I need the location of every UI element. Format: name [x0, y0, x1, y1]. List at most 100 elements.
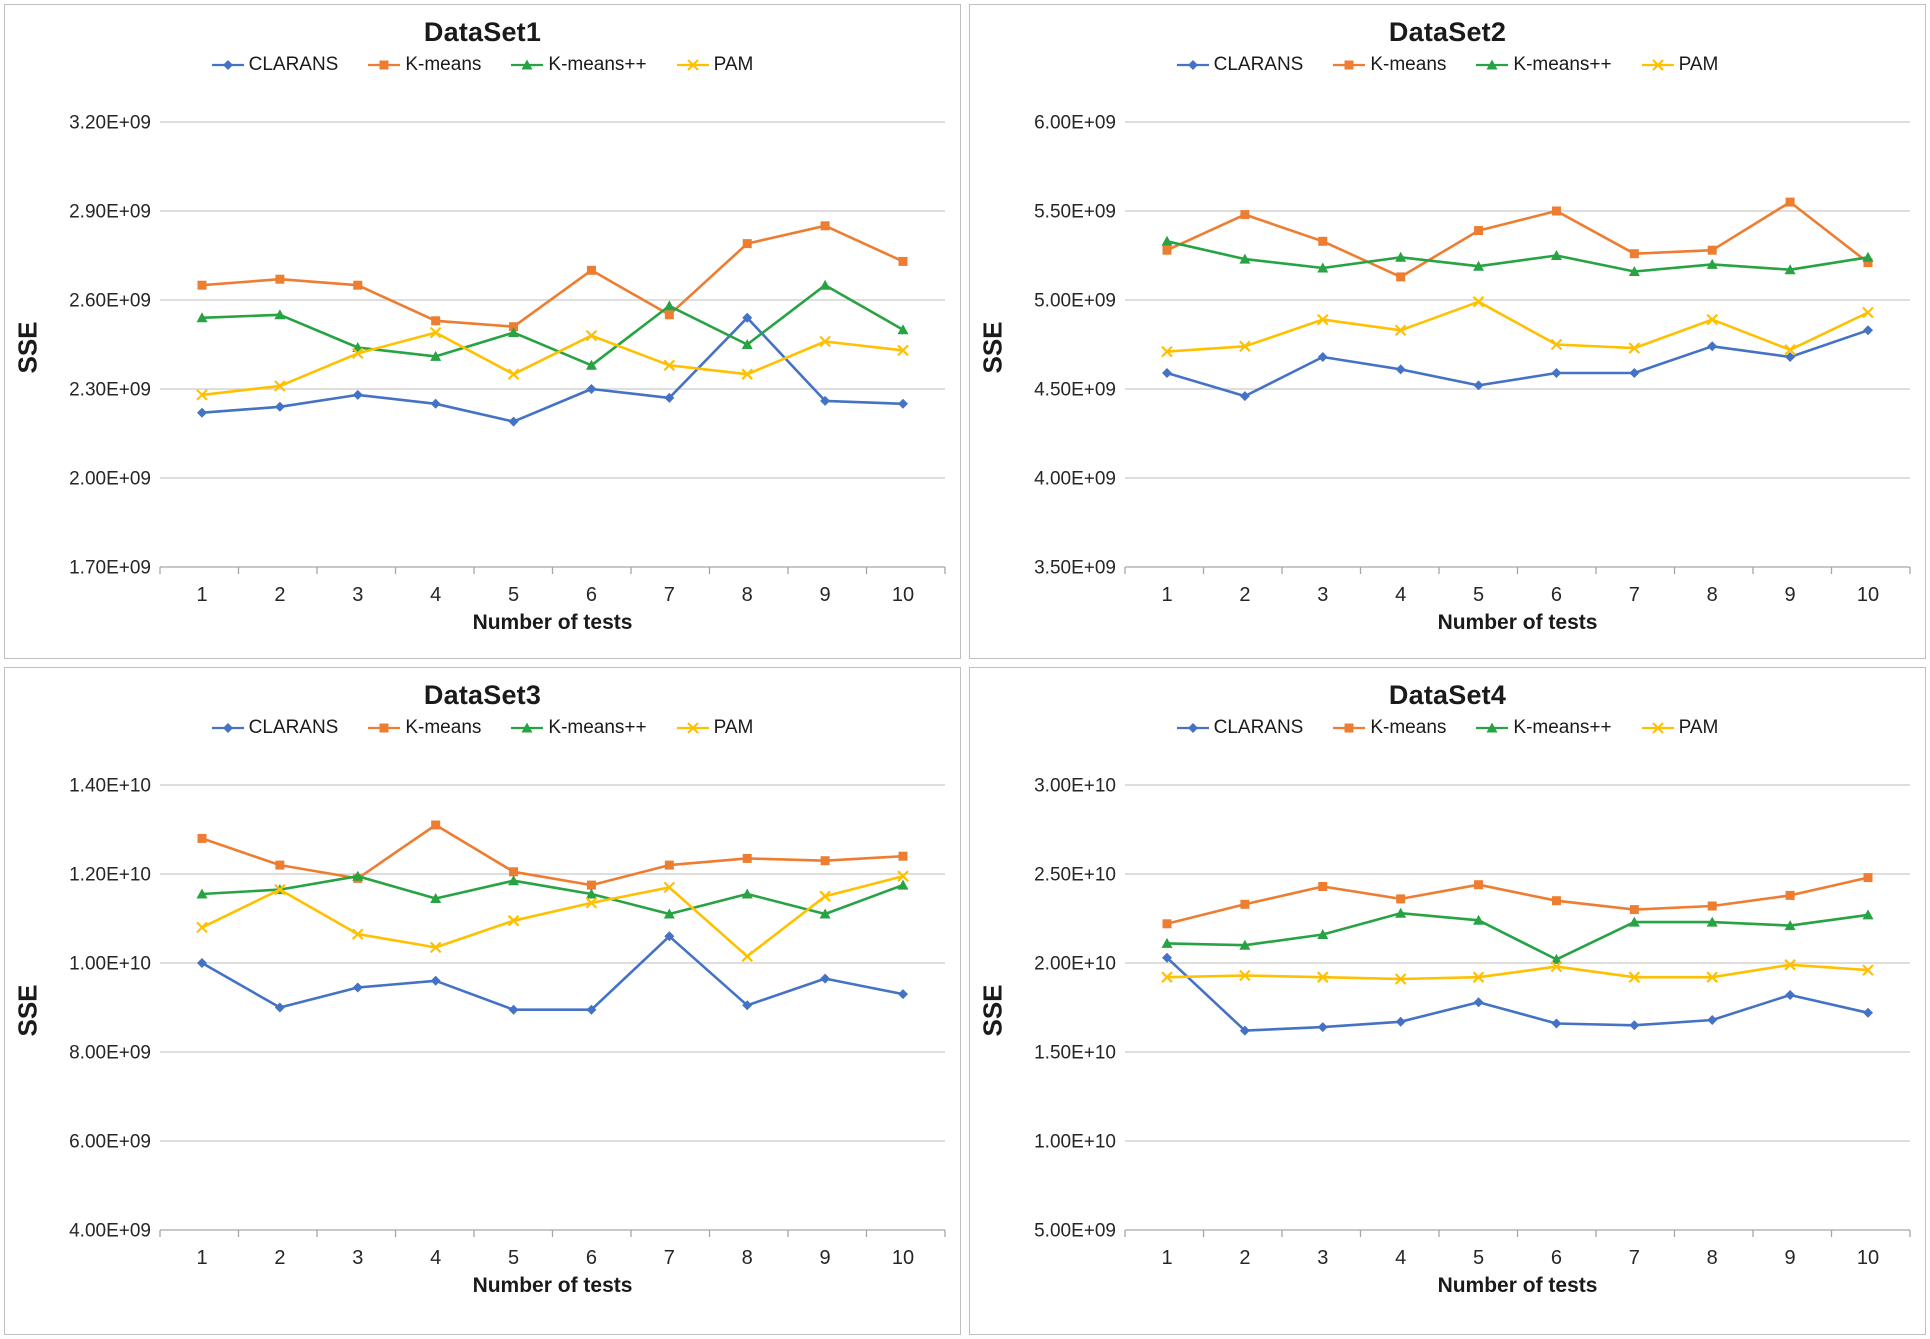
data-point-clarans: [1239, 391, 1250, 402]
data-point-pam: [897, 870, 909, 882]
chart-body: SSE 1.40E+10 1.20E+10 1.00E+10 8.00E+09 6.00…: [5, 740, 960, 1280]
data-point-pam: [741, 950, 753, 963]
data-point-k-means: [1240, 210, 1250, 220]
data-point-pam: [1394, 324, 1407, 337]
legend-label: CLARANS: [1213, 717, 1304, 738]
data-point-clarans: [742, 1000, 753, 1011]
data-point-k-means++: [1161, 937, 1173, 948]
x-tick-label: 7: [1629, 1247, 1640, 1269]
legend-item-k-means: K-means: [1333, 717, 1446, 739]
y-tick-label: 1.70E+09: [69, 558, 151, 579]
triangle-marker-icon: [511, 59, 544, 70]
data-point-k-means++: [663, 300, 675, 311]
data-point-clarans: [352, 982, 363, 993]
data-point-clarans: [1239, 1025, 1250, 1036]
data-point-pam: [819, 890, 831, 903]
legend-label: PAM: [1678, 54, 1719, 75]
triangle-marker-icon: [1476, 59, 1509, 70]
x-tick-label: 6: [1551, 584, 1562, 606]
data-point-k-means++: [1473, 914, 1485, 925]
data-point-k-means++: [1550, 250, 1562, 260]
data-point-clarans: [1785, 352, 1796, 362]
data-point-k-means++: [585, 359, 597, 370]
legend-item-clarans: CLARANS: [211, 54, 339, 76]
data-point-k-means: [742, 239, 752, 249]
series-line-pam: [201, 874, 904, 958]
series-line-clarans: [201, 316, 904, 423]
data-point-pam: [1317, 971, 1329, 983]
data-point-clarans: [1395, 1016, 1406, 1027]
series-line-pam: [1166, 300, 1869, 353]
data-point-k-means: [586, 265, 596, 275]
data-point-pam: [1706, 313, 1718, 326]
y-tick-label: 4.00E+09: [1034, 469, 1116, 490]
data-point-clarans: [1707, 341, 1718, 352]
data-point-k-means++: [196, 888, 208, 899]
x-tick-label: 10: [1857, 1247, 1879, 1269]
data-point-pam: [585, 329, 598, 342]
data-point-pam: [1784, 959, 1796, 971]
series-line-k-means: [1166, 876, 1869, 926]
data-point-k-means++: [352, 870, 364, 881]
y-axis-title: SSE: [12, 320, 43, 374]
legend-label: PAM: [713, 717, 754, 738]
data-point-k-means: [431, 820, 441, 830]
data-point-pam: [196, 389, 208, 401]
data-point-pam: [1472, 296, 1485, 308]
data-point-k-means: [664, 860, 674, 870]
y-tick-label: 4.00E+09: [69, 1221, 151, 1242]
data-point-k-means++: [1317, 262, 1329, 273]
y-tick-label: 3.20E+09: [69, 113, 151, 134]
data-point-clarans: [508, 1004, 519, 1015]
data-point-k-means: [1707, 245, 1717, 255]
chart-panel-dataset1: DataSet1 CLARANS K-means K-means++ PAM SSE …: [4, 4, 961, 659]
x-tick-label: 2: [274, 584, 285, 606]
chart-title: DataSet2: [1388, 17, 1507, 47]
series-line-k-means: [201, 224, 904, 328]
legend-label: K-means: [405, 54, 482, 75]
x-tick-label: 10: [1857, 584, 1879, 606]
data-point-k-means: [742, 853, 752, 863]
data-point-k-means: [509, 867, 519, 877]
data-point-k-means++: [508, 327, 520, 338]
legend-item-clarans: CLARANS: [1176, 717, 1304, 739]
x-tick-label: 5: [1473, 584, 1484, 606]
data-point-clarans: [742, 312, 753, 323]
x-tick-label: 8: [742, 584, 753, 606]
x-tick-label: 2: [274, 1247, 285, 1269]
data-point-k-means: [1474, 226, 1484, 236]
data-point-pam: [429, 941, 442, 954]
y-tick-label: 3.00E+10: [1034, 776, 1116, 797]
data-point-k-means++: [741, 888, 753, 899]
x-tick-label: 10: [892, 1247, 914, 1269]
legend-label: CLARANS: [1213, 54, 1304, 75]
x-marker-icon: [1641, 59, 1674, 71]
legend-item-pam: PAM: [676, 717, 754, 739]
x-marker-icon: [1641, 722, 1674, 734]
chart-body: SSE 3.00E+10 2.50E+10 2.00E+10 1.50E+10 1.00…: [970, 740, 1925, 1280]
legend: CLARANS K-means K-means++ PAM: [5, 53, 960, 77]
plot-area: 6.00E+09 5.50E+09 5.00E+09 4.50E+09 4.00E+09…: [1016, 77, 1925, 617]
x-tick-label: 1: [1161, 584, 1172, 606]
data-point-clarans: [197, 407, 207, 418]
data-point-clarans: [274, 1002, 285, 1013]
plot-svg: 3.20E+09 2.90E+09 2.60E+09 2.30E+09 2.00E+09…: [69, 113, 946, 606]
data-point-k-means: [1162, 245, 1172, 255]
x-tick-label: 1: [196, 584, 207, 606]
data-point-clarans: [1162, 368, 1172, 378]
y-tick-label: 2.30E+09: [69, 380, 151, 401]
chart-panel-dataset2: DataSet2 CLARANS K-means K-means++ PAM SSE …: [969, 4, 1926, 659]
legend-label: CLARANS: [248, 54, 339, 75]
data-point-k-means++: [819, 908, 831, 919]
data-point-pam: [1628, 342, 1641, 354]
data-point-clarans: [430, 398, 441, 409]
y-tick-label: 8.00E+09: [69, 1043, 151, 1064]
data-point-clarans: [1473, 997, 1484, 1008]
data-point-clarans: [664, 392, 675, 403]
data-point-k-means++: [1317, 929, 1329, 939]
legend-label: PAM: [713, 54, 754, 75]
data-point-k-means: [1162, 919, 1172, 929]
legend-label: K-means++: [1513, 54, 1612, 75]
data-point-k-means++: [1239, 939, 1251, 950]
